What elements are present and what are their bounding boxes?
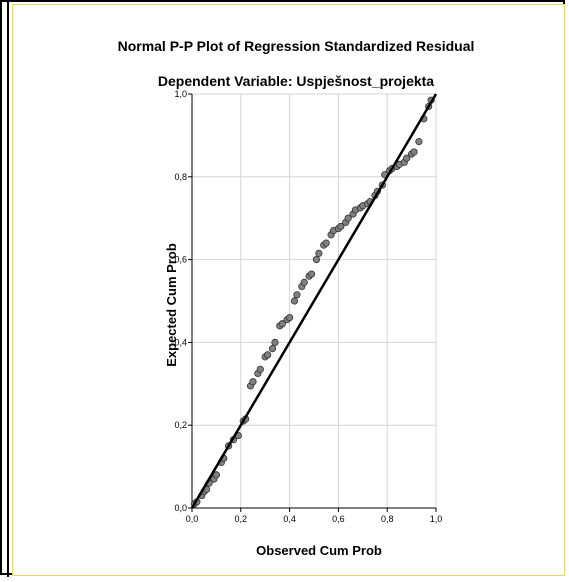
chart-panel: Normal P-P Plot of Regression Standardiz… xyxy=(12,4,565,576)
x-tick-label: 0,4 xyxy=(283,514,296,524)
data-point xyxy=(307,270,316,278)
data-point xyxy=(249,378,257,386)
data-point xyxy=(315,249,323,257)
data-point xyxy=(410,148,418,156)
x-tick-label: 0,6 xyxy=(332,514,345,524)
y-tick-label: 0,6 xyxy=(174,255,187,265)
data-point xyxy=(285,313,294,322)
tick-labels: 0,0 0,2 0,4 0,6 0,8 1,0 0,0 0,2 0,4 0,6 0,8 1,0 xyxy=(174,89,442,524)
data-point xyxy=(415,138,423,146)
x-tick-label: 0,8 xyxy=(381,514,394,524)
y-tick-label: 0,2 xyxy=(174,420,187,430)
data-point xyxy=(337,222,345,231)
data-point xyxy=(300,278,308,286)
data-point xyxy=(290,297,299,305)
data-point xyxy=(212,471,220,479)
data-point xyxy=(271,338,279,346)
y-axis-title: Expected Cum Prob xyxy=(164,243,179,367)
pp-plot-chart: Normal P-P Plot of Regression Standardiz… xyxy=(118,38,475,558)
frame-divider xyxy=(7,0,9,577)
axes xyxy=(188,93,437,512)
data-point xyxy=(322,239,330,247)
data-point xyxy=(312,256,321,264)
x-tick-label: 0,2 xyxy=(235,514,248,524)
data-point xyxy=(403,154,411,162)
data-point xyxy=(264,351,272,359)
x-tick-label: 0,0 xyxy=(186,514,199,524)
data-points xyxy=(190,96,435,508)
y-tick-label: 0,4 xyxy=(174,337,187,347)
data-point xyxy=(268,345,277,353)
chart-title: Normal P-P Plot of Regression Standardiz… xyxy=(118,38,475,54)
y-tick-label: 0,0 xyxy=(174,503,187,513)
x-tick-label: 1,0 xyxy=(430,514,443,524)
y-tick-label: 1,0 xyxy=(174,89,187,99)
y-tick-label: 0,8 xyxy=(174,172,187,182)
data-point xyxy=(278,320,286,328)
reference-line-group xyxy=(190,93,438,509)
chart-subtitle: Dependent Variable: Uspješnost_projekta xyxy=(158,73,434,89)
reference-line xyxy=(190,93,438,509)
data-point xyxy=(256,365,264,373)
data-point xyxy=(344,214,352,222)
data-point xyxy=(293,291,301,299)
x-axis-title: Observed Cum Prob xyxy=(256,543,382,558)
